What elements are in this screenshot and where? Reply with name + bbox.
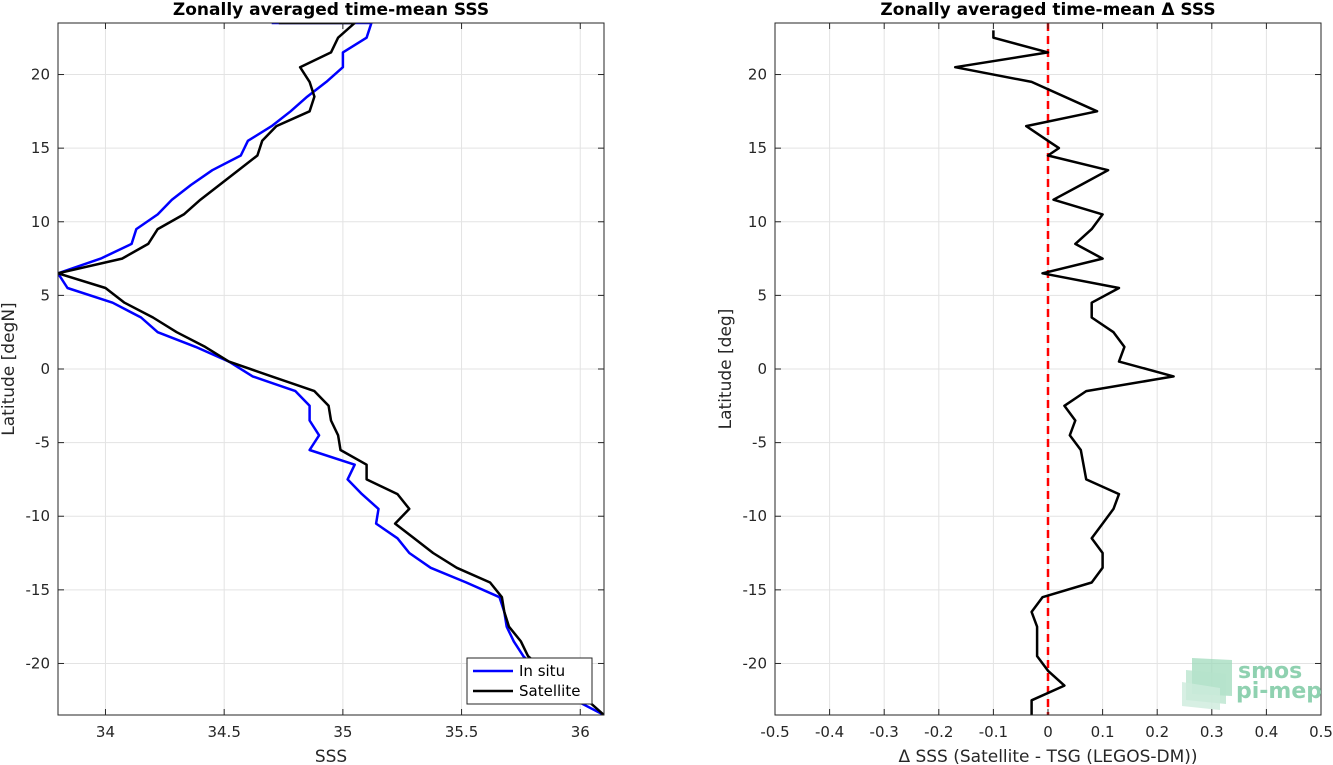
left-grid: [58, 23, 604, 715]
right-panel: -0.5 -0.4 -0.3 -0.2 -0.1 0 0.1 0.2 0.3 0.4 0.5 -20 -…: [716, 0, 1333, 765]
legend-entry-satellite: Satellite: [519, 682, 580, 700]
right-y-tick-label: -10: [743, 507, 768, 525]
left-ticks: 34 34.5 35 35.5 36 -20 -15 -10 -5 0 5 10 15 20: [26, 23, 604, 741]
right-x-tick-label: 0.1: [1091, 723, 1115, 741]
right-y-tick-label: 0: [757, 360, 767, 378]
right-x-tick-label: -0.2: [924, 723, 953, 741]
right-y-tick-label: -20: [743, 654, 768, 672]
right-y-tick-label: 15: [748, 139, 767, 157]
right-x-tick-label: 0.2: [1145, 723, 1169, 741]
right-x-axis-label: Δ SSS (Satellite - TSG (LEGOS-DM)): [898, 747, 1197, 765]
logo-waves-icon: [1182, 658, 1232, 710]
left-y-tick-label: -10: [26, 507, 51, 525]
left-y-tick-label: 20: [31, 66, 50, 84]
logo-text-smos: smos: [1238, 659, 1302, 684]
right-x-tick-label: 0: [1043, 723, 1053, 741]
left-x-tick-label: 34: [96, 723, 115, 741]
left-y-tick-label: -15: [26, 581, 51, 599]
left-chart-title: Zonally averaged time-mean SSS: [173, 0, 489, 20]
left-x-axis-label: SSS: [315, 747, 347, 765]
right-x-tick-label: 0.4: [1254, 723, 1278, 741]
legend-box: [466, 657, 593, 705]
right-chart-title: Zonally averaged time-mean Δ SSS: [880, 0, 1215, 20]
right-y-tick-label: 20: [748, 66, 767, 84]
legend: In situ Satellite: [466, 657, 593, 705]
smos-pi-mep-logo: smos pi-mep: [1182, 658, 1322, 710]
left-y-tick-label: 5: [40, 286, 50, 304]
right-x-tick-label: 0.5: [1309, 723, 1333, 741]
left-y-tick-label: -5: [35, 434, 50, 452]
right-x-tick-label: -0.3: [870, 723, 899, 741]
left-x-tick-label: 35: [333, 723, 352, 741]
left-y-tick-label: -20: [26, 654, 51, 672]
left-x-tick-label: 36: [571, 723, 590, 741]
right-y-tick-label: 10: [748, 213, 767, 231]
logo-text-pi-mep: pi-mep: [1236, 679, 1322, 704]
legend-entry-in-situ: In situ: [519, 662, 565, 680]
left-series-layer: [58, 23, 604, 715]
right-x-tick-label: -0.5: [760, 723, 789, 741]
right-x-tick-label: 0.3: [1200, 723, 1224, 741]
right-x-tick-label: -0.4: [815, 723, 844, 741]
left-y-tick-label: 15: [31, 139, 50, 157]
right-y-tick-label: 5: [757, 286, 767, 304]
left-y-tick-label: 10: [31, 213, 50, 231]
right-series-layer: [953, 30, 1175, 715]
right-x-tick-label: -0.1: [979, 723, 1008, 741]
left-x-tick-label: 35.5: [445, 723, 478, 741]
right-y-axis-label: Latitude [deg]: [716, 309, 736, 430]
left-y-axis-label: Latitude [degN]: [0, 302, 19, 435]
right-y-tick-label: -5: [752, 434, 767, 452]
right-ticks: -0.5 -0.4 -0.3 -0.2 -0.1 0 0.1 0.2 0.3 0.4 0.5 -20 -…: [743, 23, 1333, 741]
left-series-line-satellite: [58, 23, 604, 715]
left-y-tick-label: 0: [40, 360, 50, 378]
left-panel: 34 34.5 35 35.5 36 -20 -15 -10 -5 0 5 10 15 20 Zonall…: [0, 0, 605, 765]
right-series-line-0: [953, 30, 1175, 715]
left-x-tick-label: 34.5: [207, 723, 240, 741]
right-y-tick-label: -15: [743, 581, 768, 599]
